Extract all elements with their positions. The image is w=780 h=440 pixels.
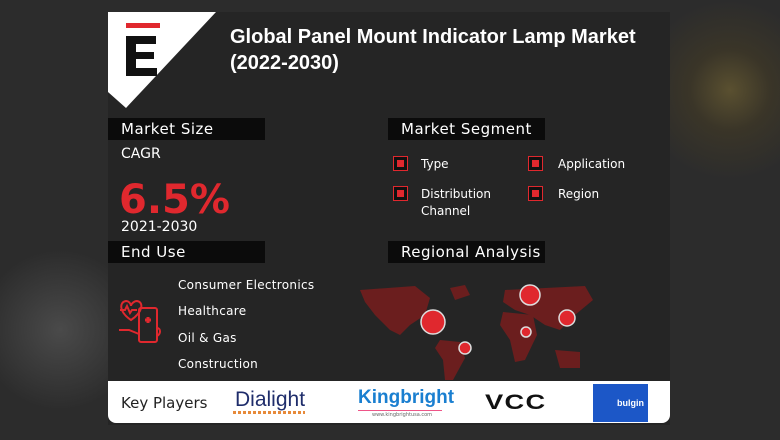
segment-type: Type [421,157,449,171]
bullet-icon [528,186,543,201]
end-use-item: Healthcare [178,304,247,318]
kingbright-logo-line [358,410,442,411]
region-marker-asia-pacific [558,309,576,327]
segment-region: Region [558,187,600,201]
key-players-bar [108,381,670,423]
dialight-logo-dots [233,411,305,414]
end-use-item: Oil & Gas [178,331,237,345]
cagr-value: 6.5% [119,177,230,223]
bulgin-logo: bulgin [593,384,648,422]
continents [360,285,593,380]
company-logo [108,12,216,108]
region-marker-latin-america [458,341,472,355]
kingbright-url: www.kingbrightusa.com [372,412,433,418]
healthcare-device-icon [119,299,161,343]
market-size-heading: Market Size [108,118,265,140]
key-players-label: Key Players [121,394,208,412]
bullet-icon [528,156,543,171]
segment-distribution-channel: Distribution Channel [421,187,492,218]
region-marker-middle-east-africa [520,326,532,338]
end-use-item: Consumer Electronics [178,278,315,292]
cagr-period: 2021-2030 [121,219,198,235]
market-segment-heading: Market Segment [388,118,545,140]
vcc-logo: VCC [485,391,547,414]
kingbright-logo: Kingbright [358,387,455,408]
regional-analysis-heading: Regional Analysis [388,241,545,263]
end-use-item: Construction [178,357,259,371]
world-map [360,284,593,380]
bullet-icon [393,156,408,171]
page-title: Global Panel Mount Indicator Lamp Market… [230,24,670,76]
region-marker-north-america [420,309,446,335]
title-line-2: (2022-2030) [230,52,339,74]
segment-application: Application [558,157,626,171]
bullet-icon [393,186,408,201]
title-line-1: Global Panel Mount Indicator Lamp Market [230,26,636,48]
region-marker-europe [519,284,541,306]
end-use-heading: End Use [108,241,265,263]
cagr-label: CAGR [121,146,161,162]
dialight-logo: Dialight [235,388,306,411]
